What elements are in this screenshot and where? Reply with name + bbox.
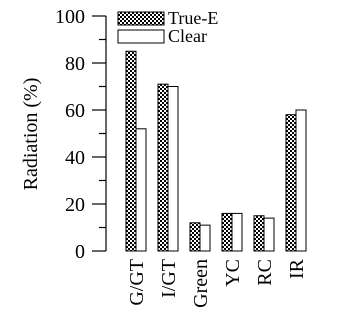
bar-clear-i-gt [167, 86, 179, 252]
bar-clear-ir [295, 109, 307, 252]
bar-true-e-rc [253, 215, 265, 252]
y-tick-label: 100 [55, 6, 85, 28]
bars [125, 50, 307, 252]
x-axis-labels: G/GT I/GT Green YC RC IR [126, 258, 308, 308]
x-tick-label: I/GT [158, 259, 180, 298]
legend: True-E Clear [117, 8, 218, 46]
bar-true-e-g-gt [125, 50, 137, 252]
bar-true-e-ir [285, 114, 297, 252]
bar-true-e-yc [221, 212, 233, 252]
legend-swatch-true-e [117, 11, 165, 26]
bar-clear-rc [263, 217, 275, 252]
legend-label-clear: Clear [168, 26, 207, 46]
x-tick-label: Green [190, 259, 212, 308]
x-tick-label: RC [254, 259, 276, 286]
y-axis-title: Radiation (%) [20, 78, 42, 191]
legend-swatch-clear [117, 29, 165, 44]
y-axis: 0 20 40 60 80 100 [55, 6, 107, 263]
y-tick-label: 60 [65, 100, 85, 122]
x-tick-label: G/GT [126, 259, 148, 306]
bar-true-e-i-gt [157, 83, 169, 252]
x-tick-label: YC [222, 259, 244, 287]
bar-clear-yc [231, 212, 243, 252]
y-tick-label: 20 [65, 194, 85, 216]
legend-label-true-e: True-E [168, 8, 218, 28]
y-tick-label: 0 [75, 241, 85, 263]
bar-true-e-green [189, 222, 201, 252]
bar-clear-g-gt [135, 128, 147, 252]
y-tick-label: 80 [65, 53, 85, 75]
x-tick-label: IR [286, 258, 308, 279]
y-tick-label: 40 [65, 147, 85, 169]
bar-clear-green [199, 224, 211, 252]
